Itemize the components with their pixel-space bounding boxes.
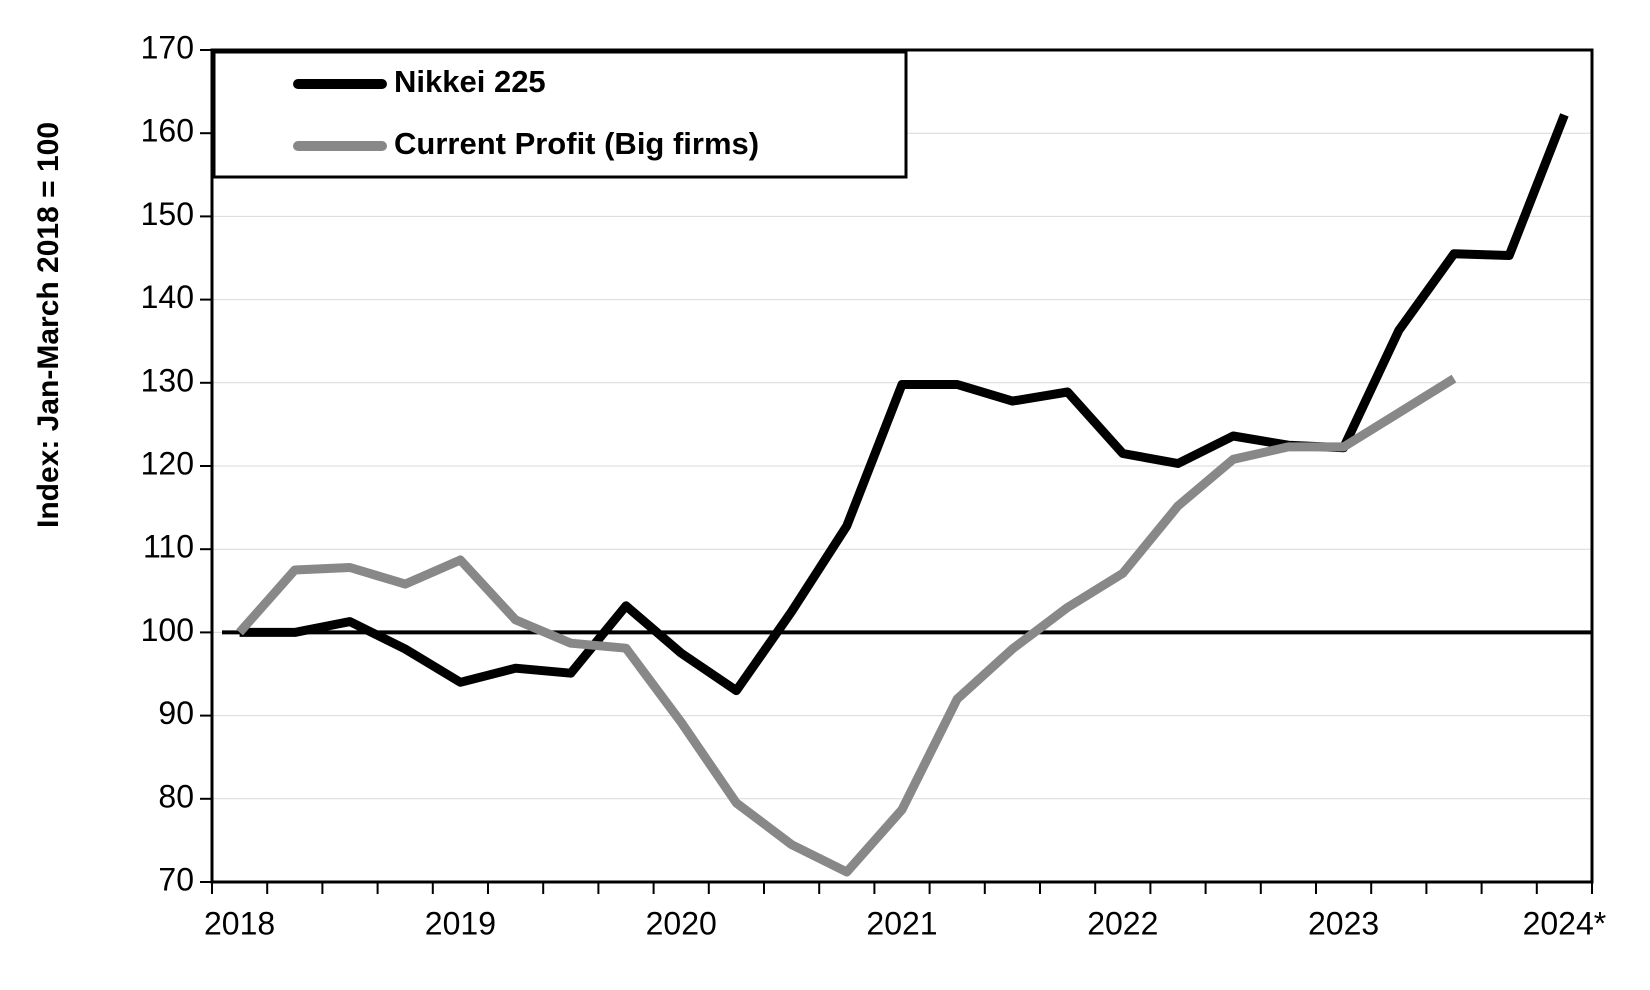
x-tick-label: 2022 xyxy=(1087,905,1158,941)
y-tick-label: 130 xyxy=(141,362,194,398)
x-tick-label: 2018 xyxy=(204,905,275,941)
x-tick-label: 2020 xyxy=(646,905,717,941)
x-tick-label: 2021 xyxy=(866,905,937,941)
y-tick-label: 140 xyxy=(141,279,194,315)
y-axis-label: Index: Jan-March 2018 = 100 xyxy=(32,122,65,528)
legend-label: Current Profit (Big firms) xyxy=(394,126,759,161)
plot-frame xyxy=(210,48,1594,884)
y-tick-label: 70 xyxy=(158,861,194,897)
y-tick-label: 160 xyxy=(141,113,194,149)
y-tick-label: 80 xyxy=(158,778,194,814)
y-tick-label: 170 xyxy=(141,29,194,65)
series-line xyxy=(239,113,1569,696)
legend-label: Nikkei 225 xyxy=(394,64,546,99)
x-tick-label: 2023 xyxy=(1308,905,1379,941)
legend: Nikkei 225 Current Profit (Big firms) xyxy=(212,50,908,179)
y-tick-label: 90 xyxy=(158,695,194,731)
x-tick-label: 2024* xyxy=(1523,905,1607,941)
y-tick-label: 120 xyxy=(141,445,194,481)
legend-box xyxy=(212,50,908,179)
y-tick-label: 100 xyxy=(141,612,194,648)
y-tick-label: 150 xyxy=(141,196,194,232)
series-line xyxy=(236,374,1457,877)
y-tick-label: 110 xyxy=(143,529,194,565)
x-tick-label: 2019 xyxy=(425,905,496,941)
